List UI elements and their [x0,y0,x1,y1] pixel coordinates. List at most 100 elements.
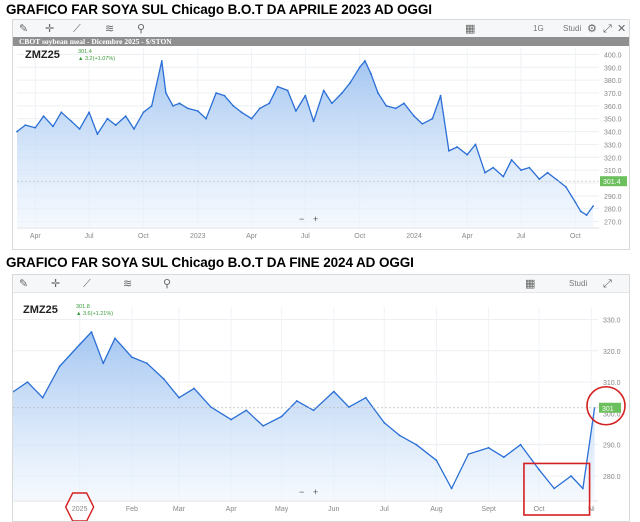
data-point [262,425,264,427]
symbol-label: ZMZ25 [23,304,58,316]
data-point [385,105,388,107]
trendline-icon[interactable]: ⟋ [83,277,91,290]
x-tick-label: Jul [517,233,526,240]
studies-menu[interactable]: Studi [569,279,588,288]
data-point [295,400,298,402]
data-point [582,487,584,490]
y-tick-label: 290.0 [604,194,622,201]
x-tick-label: Mar [173,506,186,513]
x-tick-label: 2025 [72,506,88,513]
data-point [114,124,117,126]
data-point [245,409,248,412]
crosshair-icon[interactable]: ✛ [45,22,55,35]
series-area [13,332,595,501]
studies-menu[interactable]: Studi [563,24,582,33]
data-point [258,107,261,110]
x-tick-label: Oct [138,233,149,240]
data-point [322,89,325,92]
chart-svg-1[interactable]: 270.0280.0290.0300.0310.0320.0330.0340.0… [13,20,629,249]
pencil-icon[interactable]: ✎ [19,277,29,290]
data-point [60,111,63,114]
settings-icon[interactable]: ⚙ [587,22,597,35]
chart-type-icon[interactable]: ▦ [465,22,476,35]
data-point [450,487,453,490]
data-point [519,443,522,446]
data-point [96,133,99,135]
data-point [487,446,490,449]
data-point [341,92,343,94]
x-tick-label: Jun [328,506,339,513]
y-tick-label: 370.0 [604,91,622,98]
data-point [162,378,165,380]
data-point [403,102,405,105]
y-tick-label: 400.0 [604,52,622,59]
data-point [538,468,540,471]
zoom-in-button[interactable]: + [313,214,318,224]
chart-type-icon[interactable]: ≋ [105,22,115,35]
chart-heading-1: GRAFICO FAR SOYA SUL Chicago B.O.T DA AP… [6,2,432,17]
data-point [332,390,335,393]
symbol-label: ZMZ25 [25,49,60,61]
data-point [592,205,594,208]
interval-select[interactable]: 1G [533,24,544,33]
data-point [165,92,167,94]
close-icon[interactable]: ✕ [617,22,627,35]
data-point [413,115,415,117]
data-point [24,124,27,126]
last-price-label: 301.8 [76,304,90,310]
expand-icon[interactable]: ⤢ [603,277,612,290]
data-point [240,111,243,114]
search-icon[interactable]: ⚲ [137,22,146,35]
data-point [106,117,109,120]
chart-type-icon[interactable]: ▦ [525,277,536,290]
data-point [215,92,218,94]
crosshair-icon[interactable]: ✛ [51,277,61,290]
zoom-out-button[interactable]: − [299,214,304,224]
trendline-icon[interactable]: ⟋ [73,22,81,35]
data-point [102,362,105,365]
expand-icon[interactable]: ⤢ [603,22,612,35]
data-point [370,72,372,75]
data-point [349,81,352,84]
y-tick-label: 340.0 [604,130,622,137]
data-point [286,89,289,92]
annotation-hexagon-2025 [64,492,95,521]
data-point [196,110,199,112]
data-point [178,102,181,105]
data-point [26,381,29,383]
zoom-out-button[interactable]: − [299,487,304,497]
chart-svg-2[interactable]: 280.0 290.0 300.0 310.0 320.0 330.0 2025 Feb Mar… [13,275,629,521]
data-point [230,418,233,421]
data-point [570,475,572,477]
price-tag-label: 301.4 [603,179,621,186]
data-point [280,415,283,418]
zoom-in-button[interactable]: + [313,487,318,497]
x-tick-label: Aug [430,506,443,513]
data-point [364,60,366,62]
data-point [358,66,361,69]
x-tick-label: May [275,506,289,513]
data-point [448,150,450,152]
data-point [133,128,135,130]
data-point [304,94,307,97]
x-tick-label: Oct [534,506,545,513]
x-tick-label: Jul [85,233,94,240]
data-point [546,171,549,174]
change-label: ▲ 3.6(+1.21%) [76,311,113,317]
data-point [205,117,208,120]
chart-type-icon[interactable]: ≋ [123,277,133,290]
pencil-icon[interactable]: ✎ [19,22,29,35]
search-icon[interactable]: ⚲ [163,277,172,290]
chart-toolbar-2: ✎ ✛ ⟋ ≋ ⚲ ▦ Studi ⤢ [13,275,629,293]
data-point [538,178,541,181]
data-point [331,102,333,105]
y-tick-label: 360.0 [604,104,622,111]
x-tick-label: Apr [246,233,258,240]
series-line [16,60,594,216]
chart-panel-2: ✎ ✛ ⟋ ≋ ⚲ ▦ Studi ⤢ 280.0 290.0 300.0 310.0… [12,274,630,522]
data-point [467,453,470,455]
x-tick-label: Ni [588,506,595,513]
data-point [232,105,235,107]
data-point [70,120,73,123]
x-tick-label: Apr [30,233,42,240]
